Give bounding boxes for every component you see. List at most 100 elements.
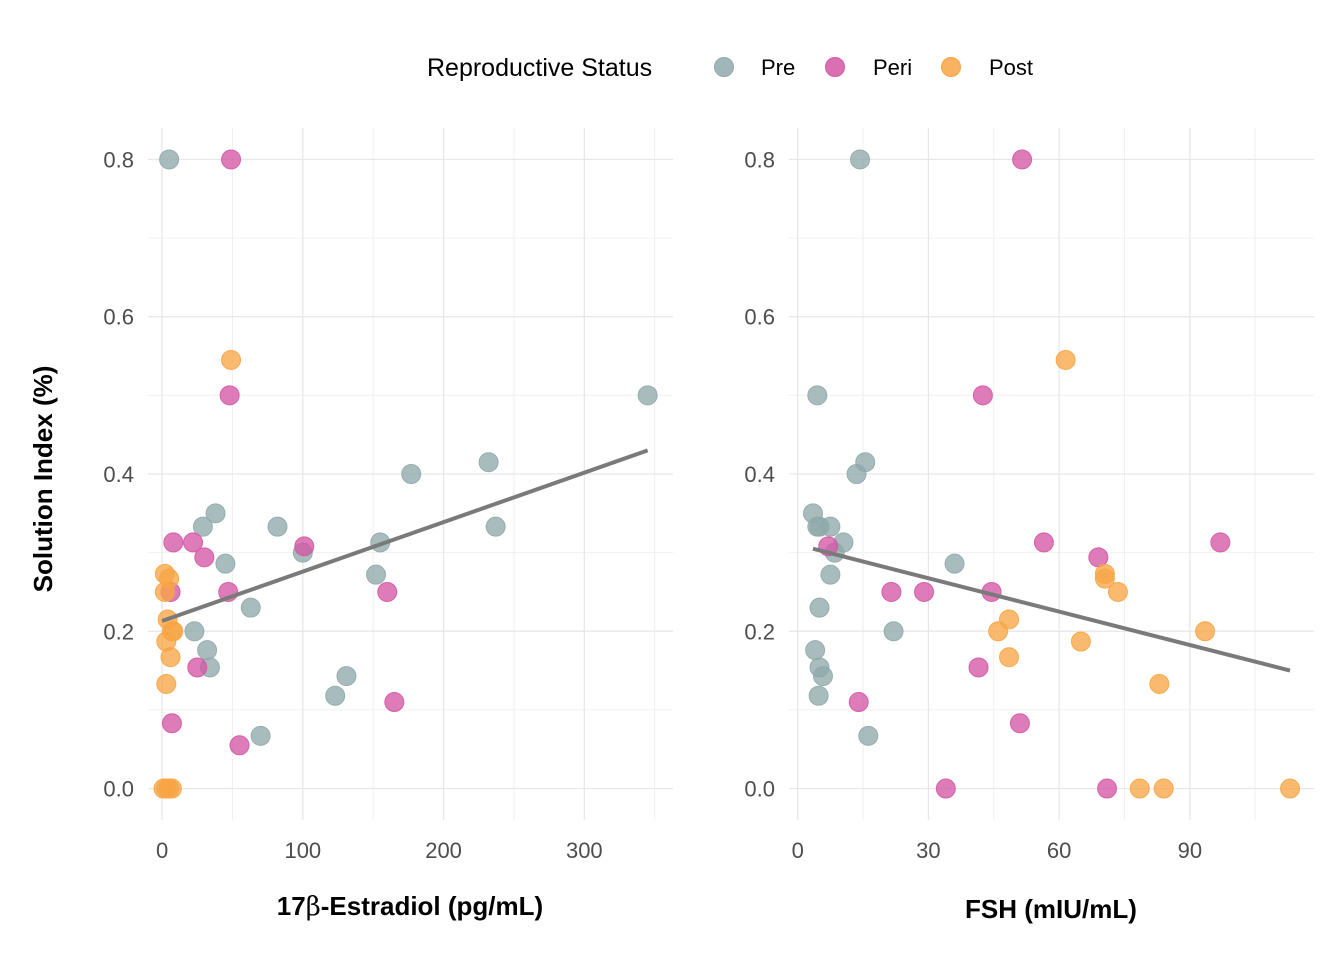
data-point-pre <box>192 516 213 537</box>
data-point-peri <box>848 692 869 713</box>
x-tick-label: 300 <box>566 838 603 863</box>
x-axis-title-part: -Estradiol (pg/mL) <box>321 891 543 921</box>
data-point-pre <box>485 516 506 537</box>
x-axis-title: FSH (mIU/mL) <box>965 894 1137 924</box>
x-tick-label: 100 <box>284 838 321 863</box>
y-tick-label: 0.4 <box>103 462 134 487</box>
data-point-pre <box>478 452 499 473</box>
y-axis-title: Solution Index (%) <box>28 366 58 593</box>
x-axis-title-part: FSH (mIU/mL) <box>965 894 1137 924</box>
data-point-peri <box>229 735 250 756</box>
data-point-pre <box>325 685 346 706</box>
legend-label-peri: Peri <box>873 55 912 80</box>
data-point-peri <box>194 547 215 568</box>
data-point-peri <box>935 778 956 799</box>
data-point-pre <box>250 725 271 746</box>
data-point-pre <box>812 666 833 687</box>
data-point-peri <box>1012 149 1033 170</box>
data-point-post <box>1107 581 1128 602</box>
data-point-pre <box>820 564 841 585</box>
data-point-post <box>154 581 175 602</box>
data-point-peri <box>183 532 204 553</box>
data-point-post <box>988 621 1009 642</box>
y-tick-label: 0.8 <box>744 147 775 172</box>
data-point-post <box>160 647 181 668</box>
data-point-pre <box>820 516 841 537</box>
x-axis-title: 17β-Estradiol (pg/mL) <box>277 891 543 922</box>
data-point-peri <box>219 385 240 406</box>
series-peri <box>160 149 405 756</box>
x-axis-title-part: 17 <box>277 891 306 921</box>
x-tick-label: 200 <box>425 838 462 863</box>
y-tick-label: 0.2 <box>103 619 134 644</box>
data-point-post <box>1149 673 1170 694</box>
data-point-post <box>1195 621 1216 642</box>
data-point-pre <box>336 666 357 687</box>
legend-title: Reproductive Status <box>427 54 652 82</box>
legend-key-peri <box>825 57 845 77</box>
data-point-peri <box>294 536 315 557</box>
y-tick-label: 0.2 <box>744 619 775 644</box>
data-point-pre <box>858 725 879 746</box>
trend-line <box>161 448 649 623</box>
data-point-peri <box>1009 713 1030 734</box>
series-post <box>153 349 242 799</box>
legend: Reproductive Status Pre Peri Post <box>427 54 1033 82</box>
data-point-peri <box>163 532 184 553</box>
data-point-post <box>1280 778 1301 799</box>
legend-key-post <box>941 57 961 77</box>
data-point-post <box>1070 631 1091 652</box>
y-tick-label: 0.8 <box>103 147 134 172</box>
data-point-pre <box>808 685 829 706</box>
x-tick-label: 30 <box>916 838 940 863</box>
panel-fsh: 0 30 60 90 0.0 0.2 0.4 0.6 0.8 FSH (mIU/mL) <box>744 128 1314 924</box>
x-tick-label: 60 <box>1047 838 1071 863</box>
data-point-peri <box>1210 532 1231 553</box>
data-point-post <box>999 647 1020 668</box>
data-point-pre <box>197 640 218 661</box>
series-peri <box>818 149 1231 799</box>
data-point-peri <box>1033 532 1054 553</box>
data-point-post <box>156 673 177 694</box>
y-tick-label: 0.6 <box>103 305 134 330</box>
legend-label-pre: Pre <box>761 55 795 80</box>
data-point-pre <box>809 597 830 618</box>
data-point-pre <box>159 149 180 170</box>
series-pre <box>802 149 965 746</box>
data-point-pre <box>184 621 205 642</box>
x-axis-title-part: β <box>306 892 321 922</box>
data-point-post <box>1094 568 1115 589</box>
data-point-pre <box>805 640 826 661</box>
data-point-pre <box>366 564 387 585</box>
y-tick-label: 0.6 <box>744 305 775 330</box>
data-point-pre <box>850 149 871 170</box>
y-tick-label: 0.0 <box>103 777 134 802</box>
data-point-peri <box>187 657 208 678</box>
series-pre <box>159 149 658 746</box>
panel-estradiol: 0 100 200 300 0.0 0.2 0.4 0.6 0.8 17β-Estradiol (… <box>103 128 673 922</box>
data-point-peri <box>914 581 935 602</box>
data-point-pre <box>205 503 226 524</box>
x-tick-label: 90 <box>1178 838 1202 863</box>
trend-line <box>812 546 1291 673</box>
data-point-peri <box>1097 778 1118 799</box>
data-point-peri <box>384 692 405 713</box>
data-point-pre <box>215 553 236 574</box>
series-post <box>988 349 1301 799</box>
data-point-post <box>161 778 182 799</box>
data-point-peri <box>968 657 989 678</box>
y-tick-label: 0.0 <box>744 777 775 802</box>
data-point-post <box>1153 778 1174 799</box>
data-point-peri <box>972 385 993 406</box>
data-point-peri <box>881 581 902 602</box>
data-point-pre <box>944 553 965 574</box>
x-tick-label: 0 <box>792 838 804 863</box>
data-point-pre <box>846 464 867 484</box>
y-tick-label: 0.4 <box>744 462 775 487</box>
legend-label-post: Post <box>989 55 1033 80</box>
data-point-post <box>221 349 242 370</box>
data-point-post <box>1129 778 1150 799</box>
data-point-pre <box>401 464 422 484</box>
